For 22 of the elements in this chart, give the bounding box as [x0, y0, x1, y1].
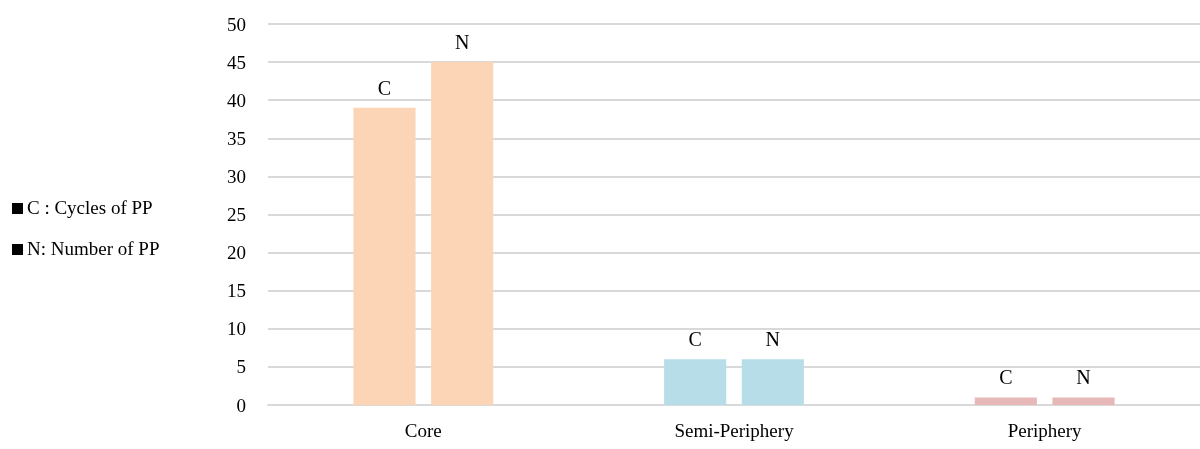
text: C : Cycles of PP — [27, 197, 153, 219]
x-tick-label: Core — [404, 420, 442, 441]
y-tick-label: 35 — [227, 127, 246, 149]
data-label: N — [765, 328, 781, 351]
y-tick-label: 20 — [227, 242, 246, 264]
y-tick-label: 15 — [227, 280, 246, 302]
data-label: C — [688, 328, 702, 351]
y-tick-label: 50 — [227, 13, 246, 35]
data-label: C — [377, 76, 392, 99]
y-tick-label: 40 — [227, 89, 246, 111]
x-tick-label: Periphery — [1007, 420, 1083, 441]
data-label: N — [1076, 366, 1091, 389]
y-tick-label: 0 — [236, 394, 246, 416]
y-tick-label: 25 — [227, 204, 246, 225]
text: N: Number of PP — [27, 238, 160, 260]
data-label: C — [999, 366, 1013, 389]
y-tick-label: 5 — [236, 356, 246, 378]
y-tick-label: 10 — [227, 318, 246, 340]
data-label: N — [454, 31, 470, 54]
x-tick-label: Semi-Periphery — [674, 420, 795, 441]
y-tick-label: 45 — [227, 51, 246, 73]
y-tick-label: 30 — [227, 165, 246, 187]
